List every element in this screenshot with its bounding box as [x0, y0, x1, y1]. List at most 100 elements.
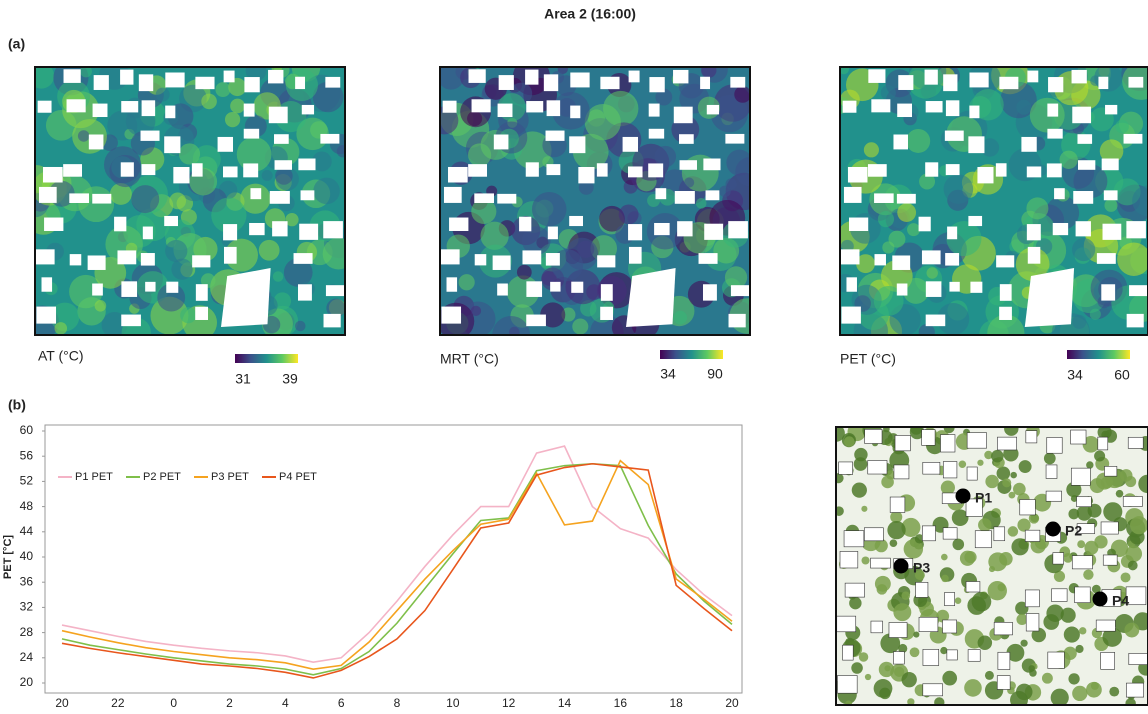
- building: [526, 101, 543, 112]
- tree: [1077, 540, 1085, 548]
- building: [243, 163, 258, 177]
- heat-patch: [1072, 315, 1086, 329]
- y-tick-label: 56: [20, 448, 34, 462]
- building: [871, 99, 890, 112]
- building: [143, 227, 153, 240]
- heat-patch: [701, 63, 716, 78]
- tree: [1021, 640, 1028, 647]
- building: [1047, 129, 1062, 139]
- building: [494, 135, 509, 150]
- site-content: [828, 421, 1148, 709]
- building: [1102, 159, 1119, 171]
- tree: [861, 506, 867, 512]
- x-tick-label: 14: [558, 696, 572, 710]
- building: [1071, 430, 1086, 444]
- building: [472, 99, 491, 112]
- building: [294, 253, 313, 264]
- building: [1046, 465, 1057, 479]
- panel-label: (b): [8, 397, 26, 413]
- building: [498, 104, 513, 117]
- building: [1025, 268, 1074, 327]
- building: [139, 74, 153, 91]
- map-label: AT (°C): [38, 348, 84, 364]
- building: [922, 526, 935, 541]
- building: [544, 74, 558, 91]
- building: [468, 164, 487, 177]
- building: [943, 620, 957, 633]
- building: [1129, 653, 1148, 664]
- heat-patch: [734, 86, 751, 103]
- building: [868, 69, 885, 83]
- building: [192, 255, 210, 267]
- building: [42, 277, 53, 291]
- colorbar: [1067, 350, 1130, 359]
- heat-map: [430, 56, 765, 354]
- building: [121, 315, 141, 327]
- heat-patch: [179, 143, 200, 164]
- building: [837, 616, 856, 632]
- heat-patch: [95, 300, 107, 312]
- building: [1126, 683, 1143, 697]
- building: [996, 163, 1007, 176]
- tree: [859, 652, 868, 661]
- building: [970, 282, 982, 293]
- heat-patch: [471, 306, 481, 316]
- building: [649, 77, 664, 92]
- heat-patch: [864, 142, 879, 157]
- building: [497, 283, 508, 295]
- building: [843, 101, 857, 113]
- heat-patch: [259, 240, 280, 261]
- building: [120, 70, 133, 85]
- building: [629, 247, 642, 264]
- building: [925, 162, 938, 176]
- tree: [941, 481, 955, 495]
- heat-patch: [919, 324, 935, 340]
- building: [841, 249, 860, 264]
- building: [1025, 590, 1039, 607]
- legend-label: P1 PET: [75, 471, 113, 483]
- building: [38, 101, 52, 113]
- x-tick-label: 20: [725, 696, 739, 710]
- tree: [1068, 509, 1079, 520]
- tree: [1042, 673, 1053, 684]
- building: [165, 72, 184, 87]
- building: [1105, 105, 1117, 114]
- tree: [1091, 682, 1099, 690]
- building: [1027, 224, 1041, 240]
- point-label: P2: [1065, 523, 1082, 539]
- building: [114, 217, 126, 232]
- building: [449, 218, 468, 231]
- building: [845, 583, 864, 597]
- heat-patch: [684, 178, 694, 188]
- y-tick-label: 52: [20, 474, 34, 488]
- building: [922, 430, 935, 446]
- building: [441, 307, 461, 324]
- building: [525, 70, 538, 85]
- building: [922, 250, 941, 264]
- building: [1047, 163, 1062, 177]
- site-map: P1P2P3P4: [828, 421, 1148, 709]
- building: [674, 107, 693, 124]
- tree: [1121, 572, 1131, 582]
- building: [998, 652, 1010, 669]
- building: [218, 137, 233, 152]
- tree: [861, 556, 869, 564]
- building: [474, 193, 494, 203]
- building: [895, 435, 910, 450]
- heat-patch: [619, 205, 639, 225]
- building: [977, 167, 993, 183]
- building: [943, 462, 957, 478]
- building: [93, 104, 108, 117]
- building: [192, 163, 203, 176]
- heat-patch: [215, 82, 230, 97]
- building: [926, 315, 946, 327]
- building: [145, 282, 155, 292]
- building: [295, 77, 305, 89]
- tree: [854, 457, 868, 471]
- building: [546, 131, 565, 141]
- building: [1028, 247, 1041, 264]
- legend-label: P3 PET: [211, 471, 249, 483]
- building: [1072, 70, 1087, 83]
- y-tick-label: 32: [20, 600, 34, 614]
- building: [64, 69, 81, 83]
